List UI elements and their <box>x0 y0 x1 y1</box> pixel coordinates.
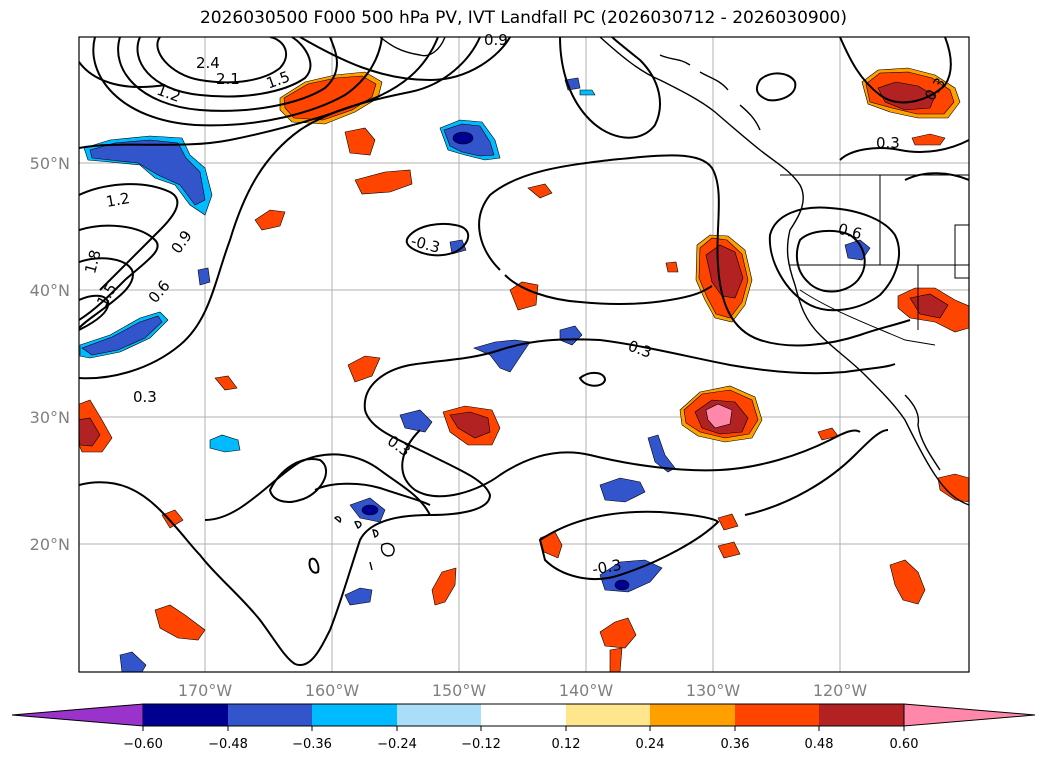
contour-label: 0.3 <box>133 388 157 406</box>
contour-label: 0.6 <box>836 220 864 244</box>
lon-label: 140°W <box>559 681 614 700</box>
contour-label: 2.4 <box>196 54 220 72</box>
colorbar-tick-label: −0.36 <box>292 737 332 752</box>
lat-label: 40°N <box>30 281 70 300</box>
contour-label: 0.9 <box>484 31 508 49</box>
lon-label: 170°W <box>178 681 233 700</box>
lon-label: 150°W <box>432 681 487 700</box>
lat-label: 50°N <box>30 154 70 173</box>
colorbar-bin <box>481 704 566 726</box>
colorbar-bin <box>143 704 228 726</box>
colorbar-under-arrow <box>11 703 144 727</box>
positive-pv-patches <box>79 67 969 672</box>
colorbar-tick-label: −0.12 <box>461 737 501 752</box>
borders <box>780 174 969 346</box>
contour-label: 0.3 <box>876 134 900 152</box>
coastlines <box>379 37 969 506</box>
colorbar-tick-label: 0.24 <box>636 737 665 752</box>
map-frame <box>78 36 970 673</box>
contour-label: 2.1 <box>216 70 240 88</box>
negative-pv-patches <box>79 77 871 672</box>
colorbar-bin <box>735 704 819 726</box>
lon-label: 160°W <box>305 681 360 700</box>
colorbar: −0.60 −0.48 −0.36 −0.24 −0.12 0.12 0.24 … <box>11 703 1036 752</box>
colorbar-bin <box>228 704 312 726</box>
map-panel <box>79 37 969 672</box>
colorbar-tick-label: 0.48 <box>805 737 834 752</box>
hawaii-islands <box>333 516 395 571</box>
colorbar-bin <box>397 704 481 726</box>
contour-label: 1.2 <box>105 189 132 211</box>
colorbar-bin <box>312 704 397 726</box>
colorbar-tick-label: −0.60 <box>123 737 163 752</box>
lon-label: 120°W <box>813 681 868 700</box>
colorbar-tick-label: 0.36 <box>721 737 750 752</box>
colorbar-tick-label: 0.60 <box>890 737 919 752</box>
contour-label: 1.8 <box>81 248 105 276</box>
lat-label: 20°N <box>30 535 70 554</box>
colorbar-tick-label: −0.48 <box>208 737 248 752</box>
colorbar-bin <box>819 704 904 726</box>
latitude-labels: 50°N 40°N 30°N 20°N <box>30 154 70 554</box>
colorbar-tick-label: 0.12 <box>552 737 581 752</box>
pv-contours <box>79 37 969 667</box>
colorbar-over-arrow <box>903 703 1036 727</box>
colorbar-bin <box>650 704 735 726</box>
lon-label: 130°W <box>686 681 741 700</box>
colorbar-bin <box>566 704 650 726</box>
lat-label: 30°N <box>30 408 70 427</box>
map-title: 2026030500 F000 500 hPa PV, IVT Landfall… <box>199 8 847 28</box>
colorbar-tick-label: −0.24 <box>377 737 417 752</box>
contour-label: -0.3 <box>591 556 623 579</box>
longitude-labels: 170°W 160°W 150°W 140°W 130°W 120°W <box>178 681 868 700</box>
